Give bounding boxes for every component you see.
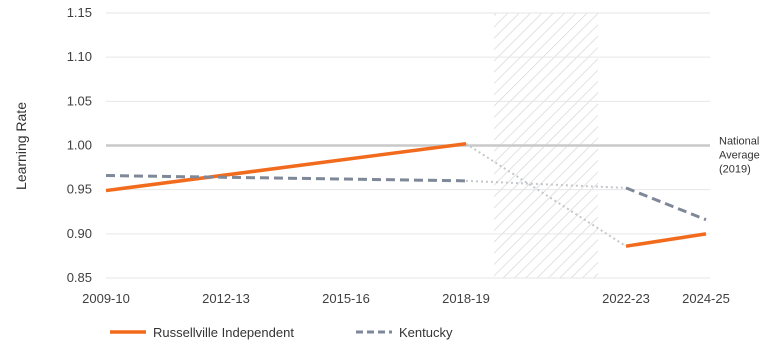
legend: Russellville Independent Kentucky bbox=[110, 325, 453, 340]
x-tick-label: 2015-16 bbox=[322, 291, 370, 306]
y-tick-label: 1.05 bbox=[67, 93, 92, 108]
x-tick-labels: 2009-10 2012-13 2015-16 2018-19 2022-23 2024-… bbox=[82, 291, 730, 306]
annotation-line: (2019) bbox=[719, 164, 751, 176]
y-tick-label: 1.10 bbox=[67, 49, 92, 64]
series-line bbox=[626, 188, 706, 220]
x-tick-label: 2009-10 bbox=[82, 291, 130, 306]
x-tick-label: 2022-23 bbox=[602, 291, 650, 306]
x-tick-label: 2024-25 bbox=[682, 291, 730, 306]
gridlines-layer bbox=[106, 13, 710, 278]
legend-label: Russellville Independent bbox=[153, 325, 294, 340]
y-tick-labels: 1.15 1.10 1.05 1.00 0.95 0.90 0.85 bbox=[67, 5, 92, 285]
annotation-line: Average bbox=[719, 150, 760, 162]
legend-label: Kentucky bbox=[399, 325, 453, 340]
series-line bbox=[626, 234, 706, 246]
series-line bbox=[106, 144, 466, 191]
national-average-annotation: National Average (2019) bbox=[719, 136, 760, 176]
y-tick-label: 1.00 bbox=[67, 138, 92, 153]
y-tick-label: 0.90 bbox=[67, 226, 92, 241]
y-tick-label: 0.85 bbox=[67, 270, 92, 285]
y-axis-title: Learning Rate bbox=[13, 102, 29, 190]
y-tick-label: 1.15 bbox=[67, 5, 92, 20]
x-tick-label: 2018-19 bbox=[442, 291, 490, 306]
y-tick-label: 0.95 bbox=[67, 182, 92, 197]
series-lines-layer bbox=[106, 144, 706, 246]
series-line bbox=[106, 176, 466, 181]
annotation-line: National bbox=[719, 136, 759, 148]
x-tick-label: 2012-13 bbox=[202, 291, 250, 306]
